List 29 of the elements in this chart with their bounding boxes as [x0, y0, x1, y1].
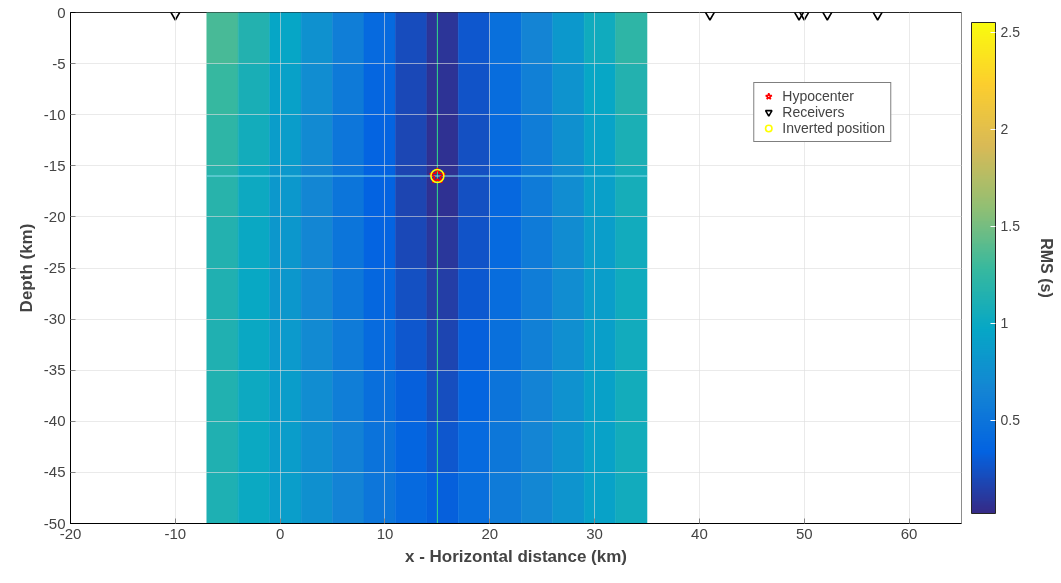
legend-label: Hypocenter — [782, 88, 854, 104]
legend-label: Receivers — [782, 104, 845, 120]
y-tick-label: -35 — [43, 361, 66, 379]
x-tick-label: 60 — [900, 524, 918, 542]
y-tick-label: -10 — [43, 105, 66, 123]
x-tick-label: -10 — [164, 524, 187, 542]
x-axis-title: x - Horizontal distance (km) — [405, 546, 627, 566]
x-tick-label: 20 — [481, 524, 499, 542]
legend-label: Inverted position — [782, 120, 885, 136]
y-tick-label: 0 — [57, 3, 66, 21]
y-tick-label: -5 — [52, 54, 66, 72]
y-tick-label: -20 — [43, 207, 66, 225]
color-bar-label: 1.5 — [1000, 218, 1021, 235]
color-bar-label: 2.5 — [1000, 24, 1021, 41]
color-bar-title: RMS (s) — [1037, 238, 1055, 298]
x-tick-label: 30 — [586, 524, 603, 542]
y-tick-label: -15 — [43, 156, 66, 174]
y-tick-label: -25 — [43, 259, 66, 276]
y-tick-label: -40 — [43, 412, 66, 430]
x-tick-label: 10 — [376, 524, 394, 542]
x-tick-label: 50 — [795, 524, 813, 542]
color-bar-label: 0.5 — [1000, 412, 1021, 429]
x-tick-label: 40 — [691, 524, 708, 542]
y-axis-title: Depth (km) — [16, 223, 36, 313]
x-tick-label: 0 — [275, 524, 285, 542]
y-tick-label: -45 — [43, 463, 66, 481]
y-tick-label: -30 — [43, 310, 66, 328]
color-bar-label: 2 — [1000, 121, 1009, 138]
color-bar-label: 1 — [1000, 315, 1009, 332]
